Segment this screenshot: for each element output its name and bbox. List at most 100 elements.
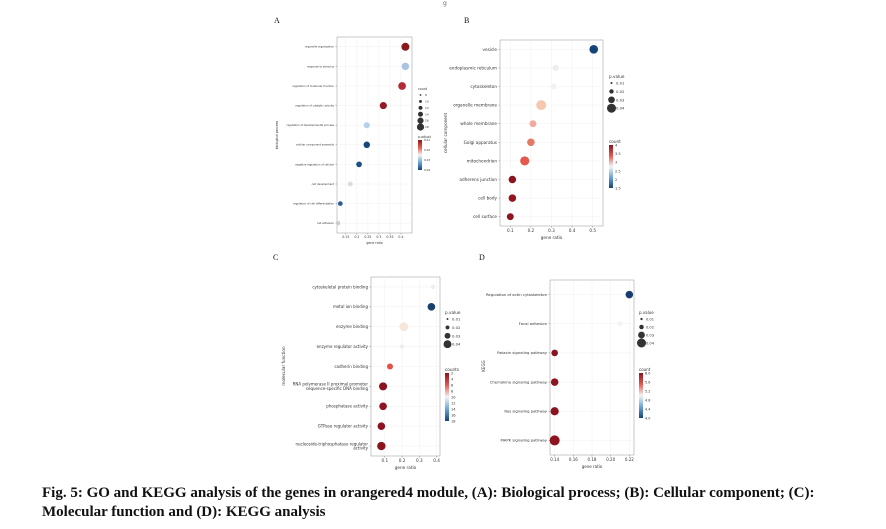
x-tick-label: 0.14 xyxy=(550,457,559,462)
data-point xyxy=(427,303,436,311)
color-legend-title: counts xyxy=(445,367,459,372)
category-label: organelle membrane xyxy=(453,103,497,108)
size-legend-dot xyxy=(607,103,616,113)
size-legend-dot xyxy=(419,99,422,103)
x-tick-label: 0.4 xyxy=(398,235,403,239)
category-label: cell surface xyxy=(473,214,497,219)
data-point xyxy=(550,407,559,416)
color-legend-title: count xyxy=(609,139,621,144)
size-legend-label: 0.03 xyxy=(616,97,625,102)
x-tick-label: 0.4 xyxy=(569,228,576,233)
color-legend-title: count xyxy=(639,367,651,372)
category-label: MAPK signaling pathway xyxy=(501,438,548,443)
data-point xyxy=(552,64,559,71)
size-legend-label: 0.04 xyxy=(616,106,625,111)
size-legend-title: p.value xyxy=(639,310,654,315)
size-legend-label: 16 xyxy=(425,119,429,123)
data-point xyxy=(399,322,409,332)
category-label: GTPase regulator activity xyxy=(318,424,369,429)
size-legend-label: 0.02 xyxy=(616,89,625,94)
color-bar xyxy=(418,140,422,170)
x-tick-label: 0.1 xyxy=(507,228,514,233)
data-point xyxy=(363,122,370,129)
color-legend-label: 4.0 xyxy=(645,416,650,420)
category-label: Relaxin signaling pathway xyxy=(497,350,547,355)
size-legend-dot xyxy=(639,324,644,330)
x-tick-label: 0.3 xyxy=(416,458,423,463)
category-label: vesicle xyxy=(483,47,498,52)
color-legend-label: 1.5 xyxy=(615,186,621,190)
category-label: cytoskeleton xyxy=(470,84,497,89)
size-legend-dot xyxy=(444,332,451,339)
plot-area-c: 0.1 0.2 0.3 0.4 cytoskeletal protein binding… xyxy=(281,276,461,470)
category-label: regulation of cell differentiation xyxy=(293,202,334,206)
category-label: endoplasmic reticulum xyxy=(449,65,497,70)
x-tick-label: 0.3 xyxy=(376,235,381,239)
color-bar xyxy=(445,373,449,421)
x-tick-label: 0.4 xyxy=(433,458,440,463)
color-legend-label: 0.03 xyxy=(424,158,430,162)
data-point xyxy=(377,441,386,451)
category-label: mitochondrion xyxy=(467,158,498,163)
category-label: organelle organization xyxy=(305,45,334,49)
x-tick-label: 0.18 xyxy=(588,457,597,462)
data-point xyxy=(363,141,371,149)
panel-letter-b: B xyxy=(464,16,470,25)
size-legend-dot xyxy=(416,123,425,131)
category-label: cadherin binding xyxy=(334,364,368,369)
category-label: Ras signaling pathway xyxy=(504,409,547,414)
category-label: cell adhesion xyxy=(317,221,334,225)
color-legend-label: 8 xyxy=(451,389,454,393)
color-legend-label: 12 xyxy=(451,401,456,405)
figure-caption: Fig. 5: GO and KEGG analysis of the gene… xyxy=(42,485,815,520)
data-point xyxy=(347,181,353,187)
x-axis-label: gene ratio xyxy=(366,241,382,245)
color-legend-label: 3.5 xyxy=(615,152,621,156)
data-point xyxy=(550,378,559,386)
size-legend-label: 14 xyxy=(425,112,429,116)
data-point xyxy=(377,422,386,430)
panel-letter-a: A xyxy=(274,16,280,25)
data-point xyxy=(508,194,517,202)
x-axis-label: gene ratio xyxy=(582,464,603,469)
size-legend-label: 0.03 xyxy=(452,333,461,338)
category-label: enzyme binding xyxy=(336,324,368,329)
data-point xyxy=(379,102,387,110)
panel-letter-c: C xyxy=(273,253,279,262)
color-legend-label: 2 xyxy=(615,178,617,182)
data-point xyxy=(508,175,517,184)
color-legend-label: 2.5 xyxy=(615,169,621,173)
size-legend-label: 0.04 xyxy=(646,341,655,345)
category-label: phosphatase activity xyxy=(326,404,368,409)
size-legend-label: 0.01 xyxy=(616,80,625,85)
plot-frame xyxy=(336,36,413,234)
category-label: Regulation of actin cytoskeleton xyxy=(486,292,548,297)
data-point xyxy=(529,120,537,128)
x-axis-label: gene ratio xyxy=(395,465,417,470)
data-point xyxy=(550,83,557,90)
y-axis-label: cellular component xyxy=(443,112,448,153)
data-point xyxy=(625,290,634,299)
size-legend-label: 0.02 xyxy=(646,325,654,329)
data-point xyxy=(589,44,599,54)
category-label: metal ion binding xyxy=(333,304,368,309)
category-label: RNA polymerase II proximal promoter seque… xyxy=(293,382,369,391)
size-legend-dot xyxy=(640,317,643,321)
size-legend-title: count xyxy=(418,87,428,91)
category-label: regulation of developmental process xyxy=(286,123,334,127)
category-label: cell body xyxy=(478,196,497,201)
category-label: Focal adhesion xyxy=(519,321,548,326)
category-label: nucleoside-triphosphatase regulator activ… xyxy=(295,441,368,450)
y-axis-label: molecular function xyxy=(281,346,286,386)
size-legend-label: 0.03 xyxy=(646,333,654,337)
size-legend-title: p.value xyxy=(445,310,461,315)
data-point xyxy=(430,284,436,290)
size-legend-dot xyxy=(637,338,646,348)
data-point xyxy=(379,402,387,411)
color-legend-label: 16 xyxy=(451,413,456,417)
x-tick-label: 0.16 xyxy=(569,457,578,462)
data-point xyxy=(506,213,514,221)
y-axis-label: KEGG xyxy=(481,360,486,371)
category-label: Golgi apparatus xyxy=(464,140,497,145)
